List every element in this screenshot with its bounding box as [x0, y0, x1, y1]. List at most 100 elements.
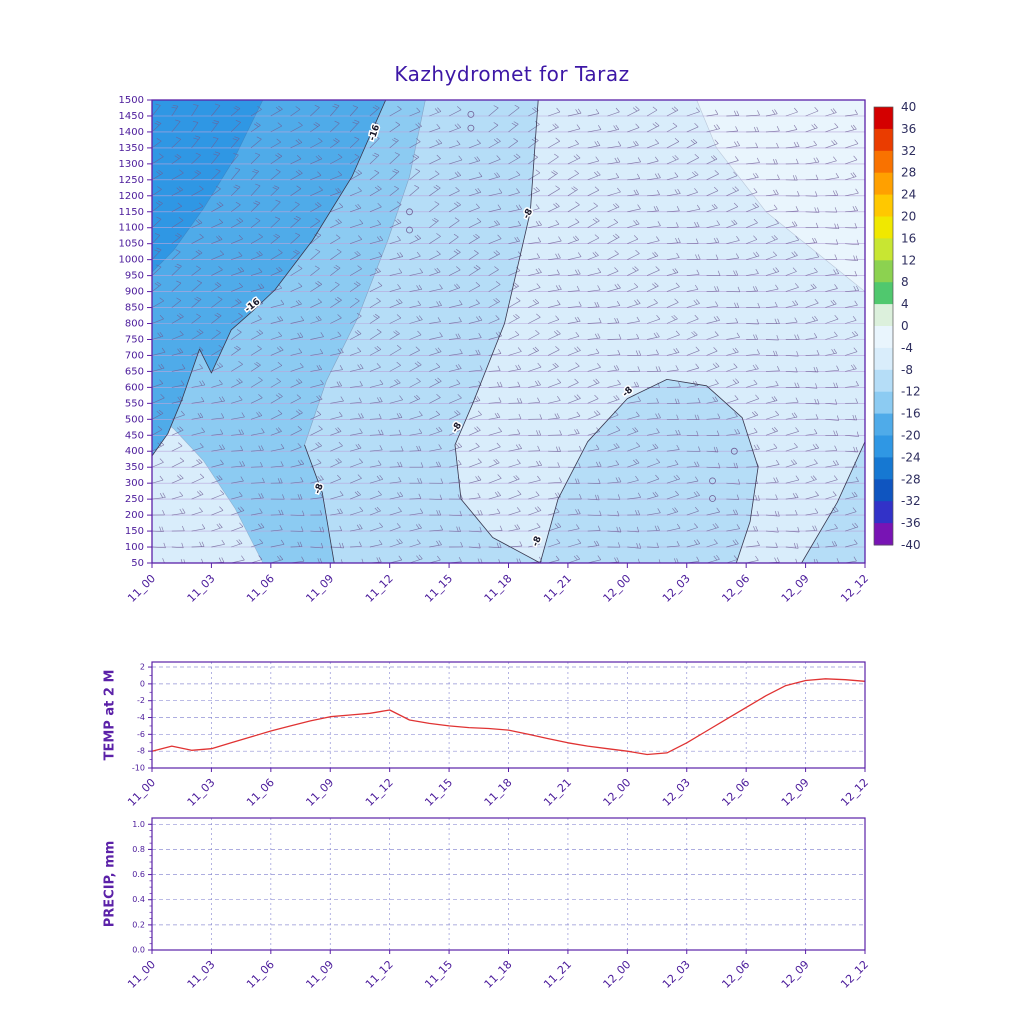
svg-text:-28: -28 — [901, 472, 921, 486]
svg-text:-8: -8 — [901, 363, 913, 377]
chart-title: Kazhydromet for Taraz — [394, 62, 630, 86]
svg-text:-10: -10 — [132, 764, 145, 773]
svg-text:-16: -16 — [901, 407, 921, 421]
svg-text:12_12: 12_12 — [838, 776, 871, 809]
svg-text:-6: -6 — [137, 730, 145, 739]
svg-text:12_03: 12_03 — [660, 958, 693, 991]
svg-text:4: 4 — [901, 297, 909, 311]
svg-text:12: 12 — [901, 253, 916, 267]
svg-text:11_18: 11_18 — [482, 572, 515, 605]
svg-text:11_21: 11_21 — [541, 958, 574, 991]
svg-text:-2: -2 — [137, 696, 145, 705]
svg-text:50: 50 — [131, 558, 144, 569]
svg-text:0.6: 0.6 — [132, 870, 145, 879]
svg-text:11_15: 11_15 — [422, 958, 455, 991]
svg-text:36: 36 — [901, 122, 916, 136]
svg-text:12_03: 12_03 — [660, 572, 693, 605]
svg-text:11_15: 11_15 — [422, 776, 455, 809]
svg-text:300: 300 — [125, 478, 144, 489]
svg-text:-40: -40 — [901, 538, 921, 552]
svg-text:12_00: 12_00 — [601, 776, 634, 809]
svg-text:12_03: 12_03 — [660, 776, 693, 809]
svg-text:1250: 1250 — [119, 175, 144, 186]
svg-text:950: 950 — [125, 271, 144, 282]
svg-text:12_12: 12_12 — [838, 572, 871, 605]
svg-text:1050: 1050 — [119, 239, 144, 250]
svg-text:11_00: 11_00 — [125, 958, 158, 991]
contour-lines — [152, 100, 865, 563]
precip-panel: 1.0 0.8 0.6 0.4 0.2 0.0 11_00 11_03 11_06 11_09 11… — [125, 817, 871, 991]
svg-text:24: 24 — [901, 188, 916, 202]
svg-text:8: 8 — [901, 275, 909, 289]
svg-text:11_06: 11_06 — [244, 776, 277, 809]
svg-text:150: 150 — [125, 526, 144, 537]
svg-text:12_06: 12_06 — [719, 776, 752, 809]
svg-text:11_12: 11_12 — [363, 572, 396, 605]
svg-text:900: 900 — [125, 287, 144, 298]
cross-section-panel: -16-16-8-8-8-8-8150014501400135013001250… — [119, 95, 872, 605]
svg-text:1400: 1400 — [119, 127, 144, 138]
svg-text:0.8: 0.8 — [132, 845, 145, 854]
svg-text:0.0: 0.0 — [132, 946, 145, 955]
svg-text:0.2: 0.2 — [132, 920, 145, 929]
svg-text:1.0: 1.0 — [132, 820, 145, 829]
svg-text:11_03: 11_03 — [185, 572, 218, 605]
svg-text:250: 250 — [125, 494, 144, 505]
svg-text:-8: -8 — [137, 747, 145, 756]
temp-line — [151, 678, 866, 756]
svg-text:1200: 1200 — [119, 191, 144, 202]
svg-text:-24: -24 — [901, 450, 921, 464]
svg-text:0: 0 — [140, 679, 145, 688]
svg-text:12_00: 12_00 — [601, 572, 634, 605]
svg-text:11_21: 11_21 — [541, 572, 574, 605]
svg-text:11_12: 11_12 — [363, 776, 396, 809]
svg-text:1000: 1000 — [119, 255, 144, 266]
svg-text:1350: 1350 — [119, 143, 144, 154]
temp-panel: 2 0 -2 -4 -6 -8 -10 11_00 11_03 11_06 11_09 11_12 11… — [125, 661, 871, 809]
svg-text:-20: -20 — [901, 429, 921, 443]
svg-text:11_15: 11_15 — [422, 572, 455, 605]
svg-text:850: 850 — [125, 303, 144, 314]
svg-text:100: 100 — [125, 542, 144, 553]
wind-barbs — [152, 100, 865, 563]
svg-text:450: 450 — [125, 430, 144, 441]
svg-text:28: 28 — [901, 166, 916, 180]
svg-text:1100: 1100 — [119, 223, 144, 234]
svg-text:350: 350 — [125, 462, 144, 473]
svg-text:11_06: 11_06 — [244, 958, 277, 991]
svg-text:11_21: 11_21 — [541, 776, 574, 809]
svg-text:-4: -4 — [901, 341, 913, 355]
svg-text:16: 16 — [901, 231, 916, 245]
svg-text:1300: 1300 — [119, 159, 144, 170]
svg-text:-36: -36 — [901, 516, 921, 530]
svg-text:40: 40 — [901, 100, 916, 114]
svg-text:20: 20 — [901, 210, 916, 224]
svg-text:550: 550 — [125, 398, 144, 409]
svg-text:12_09: 12_09 — [779, 776, 812, 809]
svg-text:1450: 1450 — [119, 111, 144, 122]
svg-text:11_18: 11_18 — [482, 958, 515, 991]
svg-text:11_12: 11_12 — [363, 958, 396, 991]
svg-text:0: 0 — [901, 319, 909, 333]
colorbar: 4036322824201612840-4-8-12-16-20-24-28-3… — [873, 100, 921, 552]
svg-text:400: 400 — [125, 446, 144, 457]
svg-text:2: 2 — [140, 663, 145, 672]
svg-text:11_09: 11_09 — [303, 958, 336, 991]
svg-text:12_06: 12_06 — [719, 572, 752, 605]
svg-text:12_12: 12_12 — [838, 958, 871, 991]
svg-text:11_03: 11_03 — [185, 958, 218, 991]
svg-text:11_00: 11_00 — [125, 572, 158, 605]
svg-text:32: 32 — [901, 144, 916, 158]
svg-text:12_06: 12_06 — [719, 958, 752, 991]
svg-text:800: 800 — [125, 319, 144, 330]
svg-text:650: 650 — [125, 366, 144, 377]
svg-text:700: 700 — [125, 350, 144, 361]
svg-text:11_09: 11_09 — [303, 572, 336, 605]
svg-text:200: 200 — [125, 510, 144, 521]
svg-text:-4: -4 — [137, 713, 145, 722]
svg-text:12_09: 12_09 — [779, 958, 812, 991]
svg-text:12_00: 12_00 — [601, 958, 634, 991]
svg-text:12_09: 12_09 — [779, 572, 812, 605]
